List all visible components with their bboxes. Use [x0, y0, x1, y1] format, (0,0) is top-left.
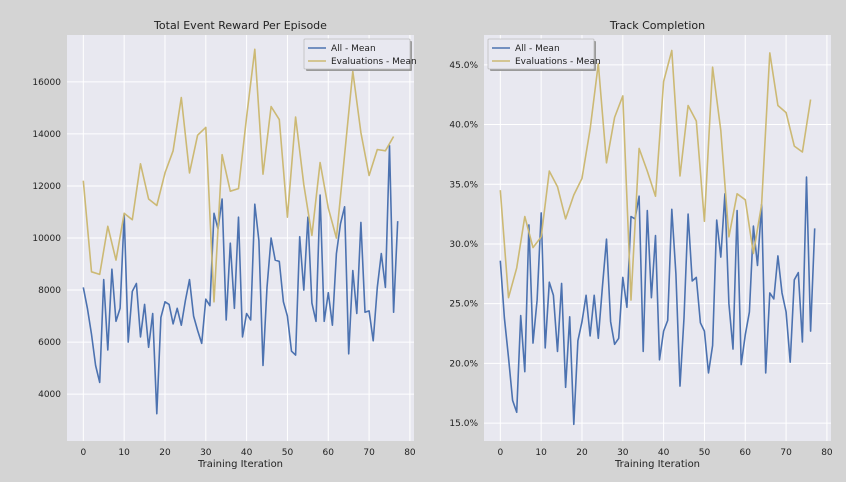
x-tick-label: 50 [282, 448, 294, 458]
x-tick-label: 20 [159, 448, 171, 458]
legend-box [303, 38, 411, 70]
chart-title: Track Completion [609, 19, 705, 32]
y-tick-label: 45.0% [449, 61, 478, 71]
y-tick-label: 40.0% [449, 121, 478, 131]
x-tick-label: 70 [780, 448, 792, 458]
x-tick-label: 40 [658, 448, 670, 458]
y-tick-label: 12000 [32, 182, 61, 192]
x-tick-label: 40 [241, 448, 253, 458]
chart-title: Total Event Reward Per Episode [153, 19, 327, 32]
x-tick-label: 80 [821, 448, 833, 458]
series-line-all-mean [82, 144, 399, 415]
legend: All - Mean Evaluations - Mean [487, 38, 601, 71]
y-tick-label: 20.0% [449, 359, 478, 369]
x-tick-label: 30 [200, 448, 212, 458]
y-tick-label: 15.0% [449, 419, 478, 429]
y-tick-label: 14000 [32, 130, 61, 140]
x-tick-label: 80 [404, 448, 416, 458]
legend-entry: All - Mean [515, 44, 560, 54]
y-tick-label: 30.0% [449, 240, 478, 250]
x-tick-label: 0 [80, 448, 86, 458]
y-tick-label: 6000 [38, 338, 61, 348]
x-tick-label: 50 [699, 448, 711, 458]
x-tick-label: 10 [118, 448, 130, 458]
y-tick-label: 10000 [32, 234, 61, 244]
chart-panel-2: 0 10 20 30 40 50 60 70 80 15.0% 20.0% 25.0% 30.0% 35.… [449, 19, 833, 470]
legend-entry: Evaluations - Mean [515, 57, 601, 67]
x-tick-label: 60 [740, 448, 752, 458]
chart-panel-1: 0 10 20 30 40 50 60 70 80 4000 6000 8000 10000 12000 1… [32, 19, 416, 470]
series-line-evaluations-mean [82, 48, 395, 303]
x-tick-label: 20 [576, 448, 588, 458]
legend-box [487, 38, 595, 70]
y-tick-label: 8000 [38, 286, 61, 296]
legend-entry: Evaluations - Mean [331, 57, 417, 67]
x-tick-label: 60 [323, 448, 335, 458]
series-line-all-mean [499, 176, 816, 426]
y-tick-label: 16000 [32, 78, 61, 88]
x-axis-label: Training Iteration [197, 459, 283, 470]
legend-entry: All - Mean [331, 44, 376, 54]
plot-area [484, 35, 831, 441]
y-tick-label: 25.0% [449, 300, 478, 310]
legend: All - Mean Evaluations - Mean [303, 38, 417, 71]
x-tick-label: 0 [497, 448, 503, 458]
x-tick-label: 70 [363, 448, 375, 458]
series-line-evaluations-mean [499, 49, 812, 301]
x-axis-label: Training Iteration [614, 459, 700, 470]
x-tick-label: 30 [617, 448, 629, 458]
x-tick-label: 10 [535, 448, 547, 458]
y-tick-label: 4000 [38, 390, 61, 400]
y-tick-label: 35.0% [449, 180, 478, 190]
